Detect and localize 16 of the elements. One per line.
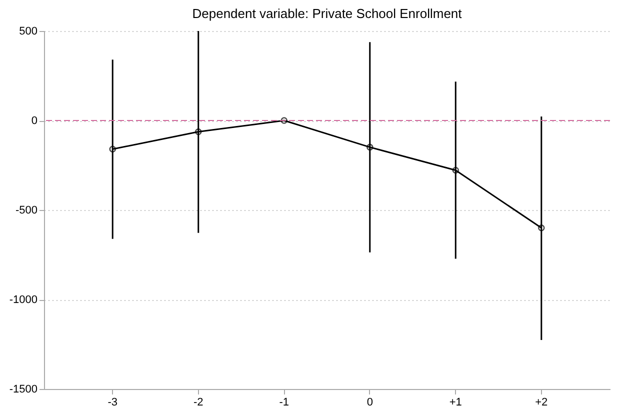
y-tick-label: -500 [15, 204, 38, 216]
y-tick-label: -1500 [9, 384, 38, 396]
x-tick-label: 0 [366, 396, 373, 408]
point [366, 144, 374, 151]
y-tick-label: -1000 [9, 294, 38, 306]
y-tick-label: 0 [31, 115, 38, 127]
x-tick-label: -2 [193, 396, 204, 408]
point [452, 166, 460, 174]
x-tick-label: -1 [279, 396, 290, 408]
y-tick-label: 500 [19, 26, 38, 38]
point [194, 128, 202, 136]
x-tick-label: +2 [535, 396, 548, 408]
x-tick-label: -3 [108, 396, 118, 408]
point [280, 117, 288, 124]
x-tick-label: +1 [449, 396, 462, 408]
chart-title: Dependent variable: Private School Enrollment [192, 6, 462, 21]
